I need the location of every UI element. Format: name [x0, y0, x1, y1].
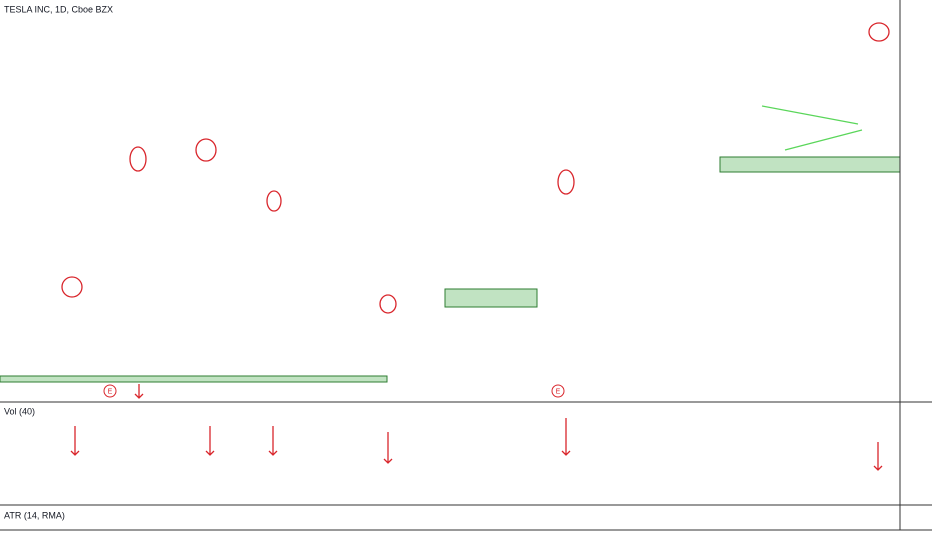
highlight-circle: [129, 146, 147, 172]
earnings-marker: [551, 384, 565, 398]
arrow: [205, 426, 215, 456]
trend-line: [784, 129, 863, 151]
arrow: [70, 426, 80, 456]
highlight-circle: [379, 294, 397, 314]
highlight-circle: [868, 22, 890, 42]
pane-title: ATR (14, RMA): [4, 510, 65, 520]
highlight-circle: [61, 276, 83, 298]
arrow: [873, 442, 883, 471]
price-axis-bg: [900, 0, 932, 550]
arrow: [561, 418, 571, 456]
arrow: [383, 432, 393, 464]
highlight-circle: [195, 138, 217, 162]
support-zone: [0, 375, 388, 383]
support-zone: [719, 156, 901, 173]
trend-line: [761, 105, 859, 125]
pane-title: Vol (40): [4, 406, 35, 416]
earnings-label: E: [108, 388, 113, 395]
support-zone: [444, 288, 538, 308]
arrow: [268, 426, 278, 456]
highlight-circle: [266, 190, 282, 212]
arrow: [134, 384, 144, 399]
highlight-circle: [557, 169, 575, 195]
drawings: E E: [0, 22, 901, 471]
chart-title: TESLA INC, 1D, Cboe BZX: [4, 4, 113, 14]
earnings-label: E: [556, 388, 561, 395]
earnings-marker: [103, 384, 117, 398]
